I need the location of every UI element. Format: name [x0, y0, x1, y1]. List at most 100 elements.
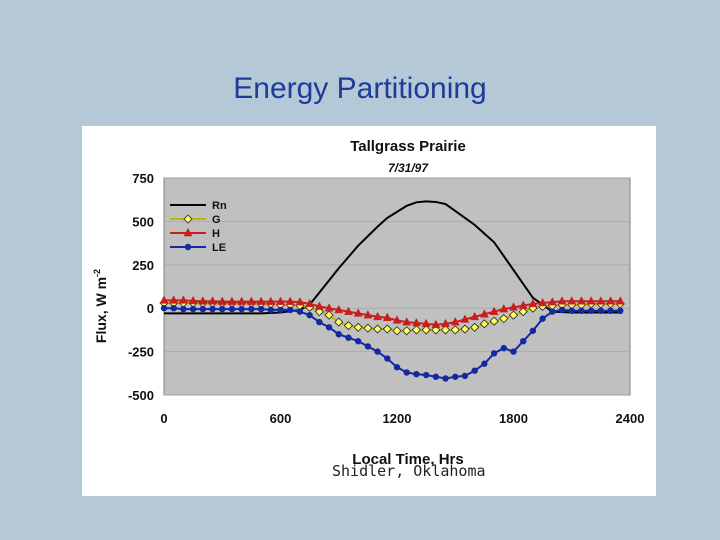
chart-subtitle: 7/31/97: [388, 161, 429, 175]
tick-labels: -500 -250 0 250 500 750 0 600 1200 1800 2400: [128, 171, 644, 426]
data-point: [558, 306, 566, 314]
data-point: [314, 301, 324, 310]
data-point: [227, 296, 237, 305]
data-point: [363, 323, 373, 333]
data-point: [539, 315, 546, 322]
data-point: [343, 320, 354, 331]
series-le: [160, 305, 624, 382]
data-point: [228, 305, 236, 313]
data-point: [586, 296, 596, 305]
data-point: [160, 305, 168, 312]
data-point: [509, 302, 518, 311]
data-point: [617, 307, 624, 315]
data-point: [422, 371, 430, 379]
data-point: [489, 306, 499, 315]
x-tick-label: 0: [160, 411, 167, 426]
y-tick-label: -250: [128, 345, 154, 360]
data-point: [277, 306, 284, 314]
data-point: [267, 306, 274, 314]
data-point: [353, 308, 363, 317]
data-point: [557, 296, 567, 305]
data-point: [198, 296, 208, 305]
y-tick-label: 750: [132, 171, 154, 186]
data-point: [413, 370, 420, 378]
legend: Rn GH LE: [170, 200, 227, 254]
data-point: [411, 325, 421, 335]
data-point: [479, 309, 489, 318]
data-point: [460, 314, 470, 323]
data-point: [442, 375, 449, 382]
data-point: [345, 334, 352, 341]
data-point: [184, 243, 192, 251]
y-tick-label: 0: [147, 301, 154, 316]
data-point: [607, 307, 614, 315]
legend-label: G: [212, 214, 221, 226]
data-point: [392, 326, 402, 336]
data-point: [471, 367, 478, 374]
data-point: [325, 324, 333, 331]
y-axis-label-text: Flux, W m: [93, 277, 109, 343]
data-point: [246, 296, 256, 305]
data-point: [499, 304, 509, 313]
data-point: [316, 318, 323, 326]
data-point: [189, 305, 197, 313]
data-point: [499, 314, 509, 324]
data-point: [219, 305, 226, 313]
data-point: [363, 310, 373, 319]
data-point: [199, 305, 207, 313]
data-point: [568, 307, 575, 315]
data-point: [295, 297, 305, 306]
data-point: [450, 317, 460, 326]
data-point: [421, 318, 431, 328]
data-point: [324, 310, 334, 320]
data-point: [549, 308, 556, 315]
legend-item-le: LE: [170, 242, 226, 254]
legend-item-h: H: [170, 227, 220, 240]
data-point: [529, 327, 537, 334]
data-point: [402, 317, 412, 326]
series-h: [159, 295, 625, 328]
location-note: Shidler, Oklahoma: [332, 462, 486, 480]
data-point: [577, 296, 586, 305]
data-point: [538, 297, 548, 307]
data-point: [354, 337, 362, 345]
data-point: [237, 296, 247, 305]
data-point: [334, 304, 344, 314]
data-point: [382, 324, 392, 334]
data-point: [403, 369, 410, 376]
data-point: [373, 324, 383, 334]
data-point: [335, 331, 342, 338]
data-point: [489, 316, 499, 326]
slide-title: Energy Partitioning: [233, 72, 487, 105]
data-point: [431, 319, 441, 328]
data-point: [450, 325, 460, 335]
data-point: [180, 305, 187, 313]
data-point: [470, 322, 480, 332]
data-point: [461, 372, 469, 380]
data-point: [452, 373, 459, 380]
data-point: [306, 311, 313, 319]
data-point: [353, 322, 363, 332]
data-point: [615, 296, 625, 305]
data-point: [520, 337, 527, 345]
series-group: [159, 200, 625, 382]
data-point: [528, 298, 538, 308]
data-point: [490, 350, 498, 357]
data-point: [169, 295, 179, 304]
y-tick-label: 500: [132, 214, 154, 229]
data-point: [578, 307, 585, 315]
data-point: [344, 306, 353, 315]
data-point: [266, 296, 276, 305]
data-point: [384, 355, 391, 362]
data-point: [547, 297, 557, 306]
x-tick-label: 1800: [499, 411, 528, 426]
data-point: [393, 364, 401, 371]
legend-label: Rn: [212, 200, 227, 212]
data-point: [596, 296, 606, 305]
data-point: [257, 305, 265, 313]
x-tick-label: 600: [270, 411, 292, 426]
data-point: [285, 296, 295, 305]
chart-title: Tallgrass Prairie: [350, 138, 466, 155]
data-point: [470, 311, 480, 321]
